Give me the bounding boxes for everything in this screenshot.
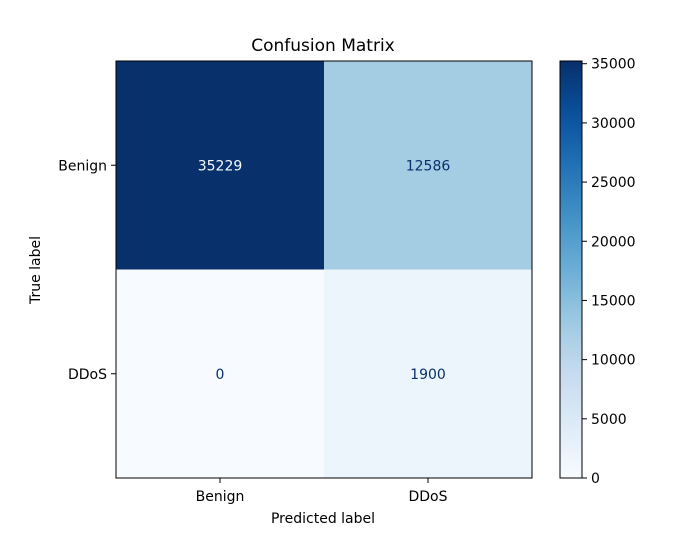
cell-value-label: 35229 — [198, 158, 243, 174]
y-axis-label: True label — [28, 236, 44, 305]
matrix-cell — [324, 61, 533, 270]
y-tick-label: Benign — [58, 158, 107, 174]
cell-value-label: 12586 — [406, 158, 451, 174]
matrix-frame — [115, 60, 533, 479]
x-tick-label: DDoS — [408, 489, 447, 505]
cell-value-label: 0 — [216, 367, 225, 383]
matrix-cell-labels: 35229 12586 0 1900 — [198, 158, 451, 383]
chart-title: Confusion Matrix — [251, 36, 395, 56]
colorbar-tick-label: 10000 — [591, 353, 636, 369]
y-axis-ticks: Benign DDoS — [58, 158, 116, 383]
colorbar-tick-label: 0 — [591, 471, 600, 487]
matrix-cell — [116, 61, 325, 270]
matrix-cells — [116, 61, 533, 479]
colorbar-tick-label: 20000 — [591, 234, 636, 250]
colorbar-tick-label: 15000 — [591, 293, 636, 309]
matrix-cell — [116, 269, 325, 479]
x-tick-label: Benign — [196, 489, 245, 505]
matrix-cell — [324, 269, 533, 479]
x-axis-label: Predicted label — [271, 511, 375, 527]
colorbar-tick-label: 30000 — [591, 116, 636, 132]
colorbar-tick-label: 5000 — [591, 412, 627, 428]
cell-value-label: 1900 — [410, 367, 446, 383]
colorbar-tick-label: 35000 — [591, 57, 636, 73]
colorbar-tick-label: 25000 — [591, 175, 636, 191]
y-tick-label: DDoS — [68, 367, 107, 383]
colorbar — [559, 60, 583, 479]
colorbar-ticks: 0 5000 10000 15000 20000 25000 30000 35000 — [582, 57, 636, 487]
x-axis-ticks: Benign DDoS — [196, 478, 448, 505]
